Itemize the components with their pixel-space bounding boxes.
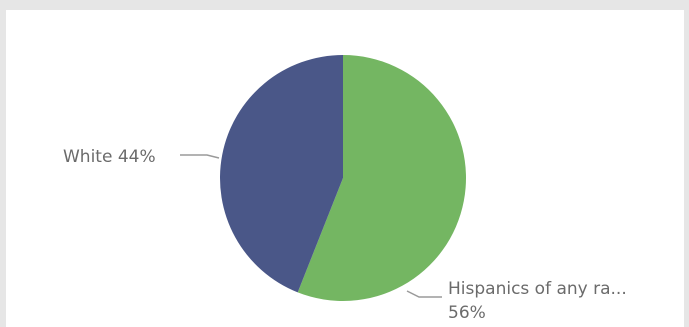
pie-chart: White 44% Hispanics of any ra... 56% <box>63 54 627 323</box>
pie-slice-hispanic[interactable] <box>297 55 466 301</box>
hispanic-slice-label: Hispanics of any ra... <box>448 279 627 299</box>
white-slice-label: White 44% <box>63 147 156 167</box>
pie-slices <box>219 54 466 301</box>
white-leader-line <box>180 154 220 159</box>
hispanic-leader-line <box>406 290 442 298</box>
chart-card: White 44% Hispanics of any ra... 56% <box>6 10 684 327</box>
pie-slice-white[interactable] <box>219 54 343 293</box>
hispanic-slice-percent: 56% <box>448 303 486 323</box>
